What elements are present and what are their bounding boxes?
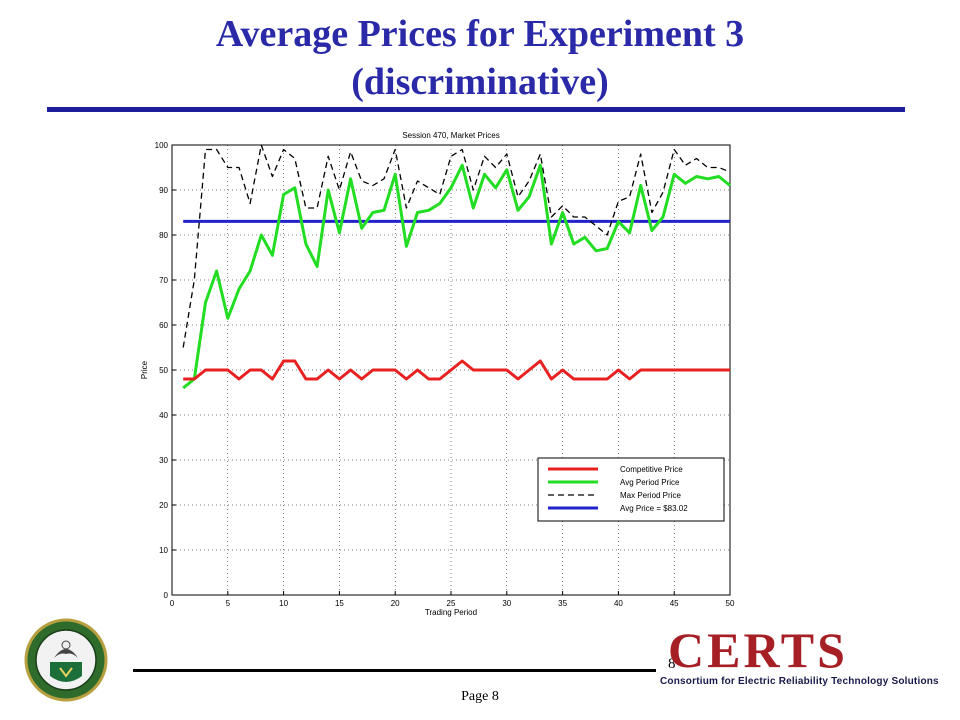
slide-title: Average Prices for Experiment 3 (discrim… <box>40 10 920 106</box>
chart-title: Session 470, Market Prices <box>402 131 499 140</box>
series-lines <box>182 144 731 390</box>
y-tick-label: 30 <box>159 456 168 465</box>
x-tick-label: 30 <box>502 599 511 608</box>
y-tick-label: 80 <box>159 231 168 240</box>
x-tick-label: 35 <box>558 599 567 608</box>
y-tick-label: 100 <box>155 141 169 150</box>
title-divider <box>47 107 905 112</box>
x-axis-label: Trading Period <box>425 608 477 617</box>
series-line-avg-period-price <box>182 163 731 390</box>
page-label: Page 8 <box>461 689 499 704</box>
legend-label: Max Period Price <box>620 491 681 500</box>
x-tick-label: 0 <box>170 599 175 608</box>
y-tick-label: 60 <box>159 321 168 330</box>
doe-seal-logo <box>24 618 108 702</box>
y-tick-label: 70 <box>159 276 168 285</box>
slide-title-line2: (discriminative) <box>351 61 609 103</box>
legend-label: Avg Period Price <box>620 478 680 487</box>
x-tick-label: 10 <box>279 599 288 608</box>
series-line-competitive-price <box>183 359 730 381</box>
x-tick-label: 5 <box>226 599 231 608</box>
slide-title-line1: Average Prices for Experiment 3 <box>215 13 745 55</box>
slide-number: 8 <box>668 656 676 672</box>
x-tick-label: 45 <box>670 599 679 608</box>
certs-tagline: Consortium for Electric Reliability Tech… <box>660 676 939 687</box>
y-axis-label: Price <box>140 360 149 379</box>
y-tick-label: 10 <box>159 546 168 555</box>
certs-wordmark: CERTS <box>668 622 848 678</box>
certs-logo: CERTS Consortium for Electric Reliabilit… <box>660 622 945 690</box>
legend-label: Avg Price = $83.02 <box>620 504 688 513</box>
chart-legend: Competitive Price Avg Period Price Max Per… <box>537 457 725 522</box>
y-tick-label: 0 <box>164 591 169 600</box>
x-tick-label: 20 <box>391 599 400 608</box>
y-tick-label: 20 <box>159 501 168 510</box>
legend-label: Competitive Price <box>620 465 683 474</box>
x-tick-label: 40 <box>614 599 623 608</box>
price-chart: 0 5 10 15 20 25 30 35 40 45 50 0 10 20 30 40 50 60 70 80 90 1… <box>140 131 735 617</box>
y-tick-label: 40 <box>159 411 168 420</box>
x-tick-label: 50 <box>726 599 735 608</box>
x-tick-label: 15 <box>335 599 344 608</box>
axis-ticks: 0 5 10 15 20 25 30 35 40 45 50 0 10 20 30 40 50 60 70 80 90 1… <box>155 141 735 608</box>
footer-divider <box>133 669 656 672</box>
y-tick-label: 90 <box>159 186 168 195</box>
y-tick-label: 50 <box>159 366 168 375</box>
x-tick-label: 25 <box>447 599 456 608</box>
